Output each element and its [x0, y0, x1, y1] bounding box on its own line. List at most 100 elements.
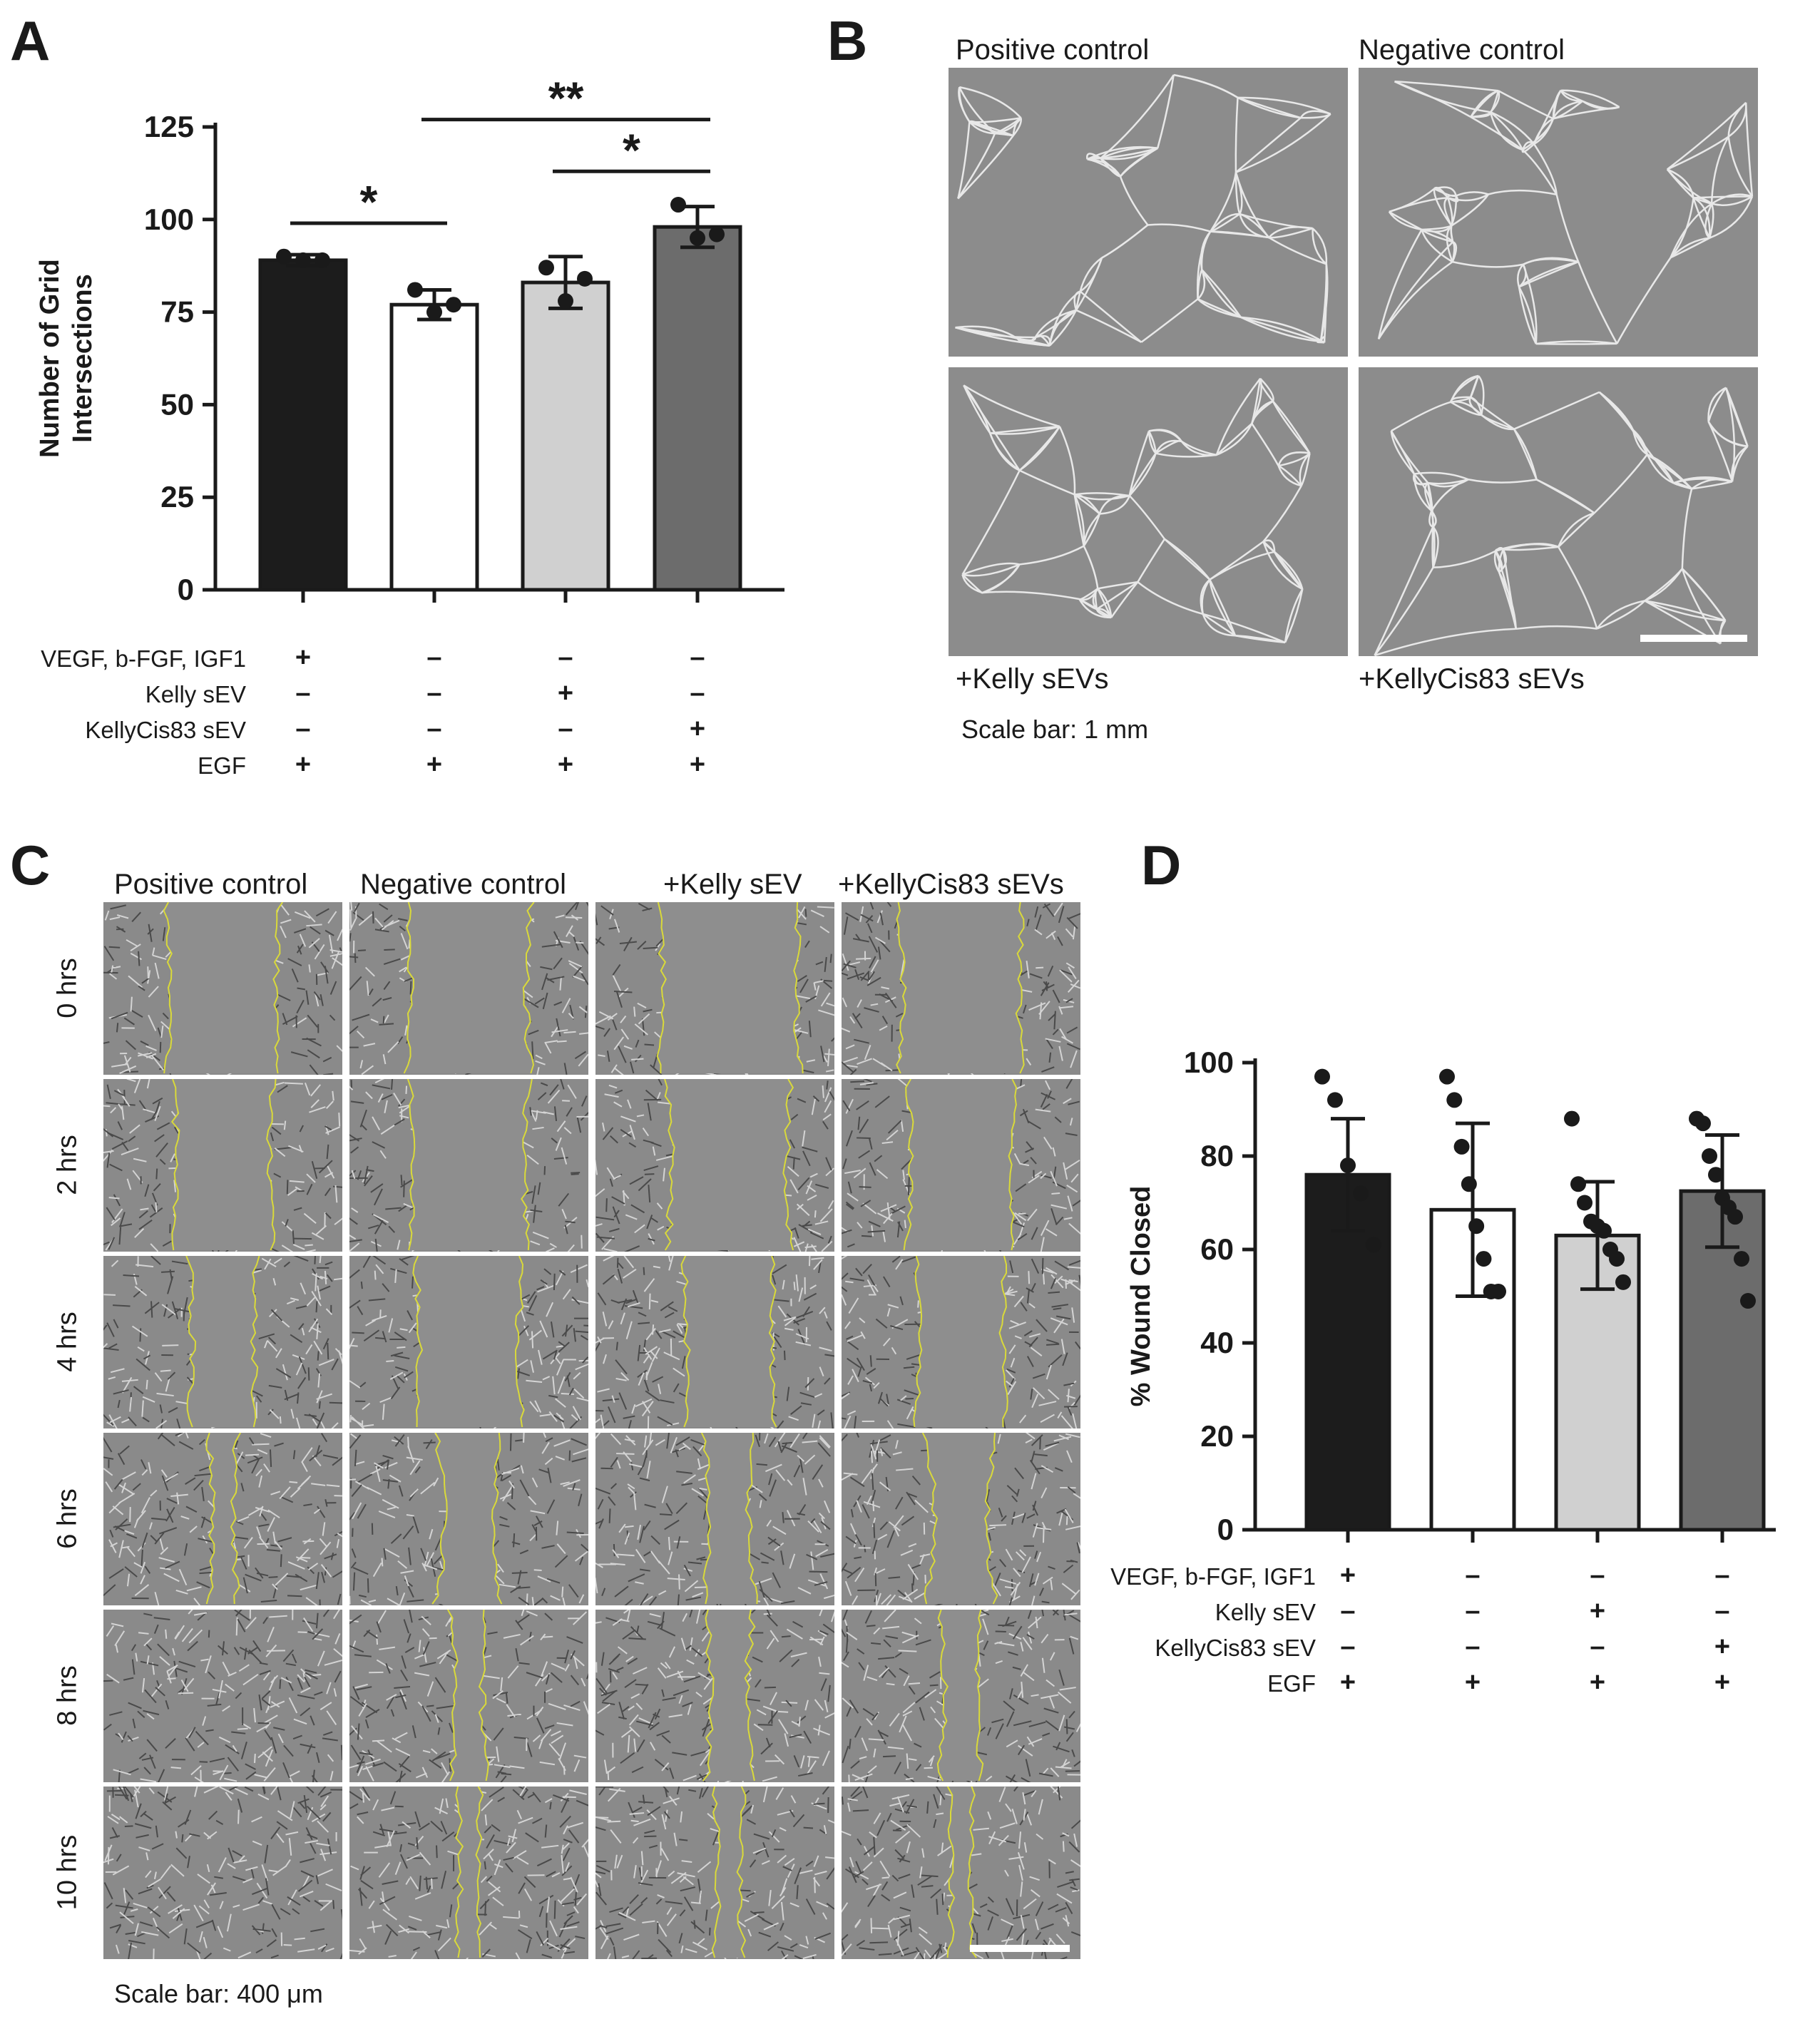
a-sig-label-1: **: [548, 73, 584, 124]
d-condition-mark-2-1: –: [1465, 1632, 1481, 1662]
wound-image-1-0: [103, 1079, 342, 1252]
d-condition-mark-0-2: –: [1590, 1560, 1605, 1590]
wound-image-5-2: [595, 1787, 834, 1959]
wound-grid-c: 0 hrs 2 hrs 4 hrs 6 hrs 8 hrs 10 hrs: [53, 902, 1088, 1972]
a-point-0-1: [295, 252, 311, 268]
d-point-2-1: [1570, 1176, 1586, 1192]
micrograph-b-negative: [1359, 68, 1758, 357]
wound-image-3-0: [103, 1433, 342, 1605]
wound-image-4-1: [349, 1610, 588, 1782]
a-condition-mark-3-1: +: [426, 750, 443, 780]
d-condition-mark-1-3: –: [1714, 1596, 1730, 1626]
panel-letter-a: A: [10, 9, 51, 72]
d-condition-mark-1-0: –: [1340, 1596, 1356, 1626]
d-point-0-2: [1340, 1157, 1356, 1174]
d-point-3-2: [1702, 1148, 1717, 1164]
a-ylabel-line-0: Number of Grid: [35, 259, 65, 458]
d-point-2-8: [1615, 1274, 1631, 1290]
d-condition-mark-1-1: –: [1465, 1596, 1481, 1626]
a-sig-label-0: *: [360, 176, 378, 228]
a-point-2-0: [538, 260, 554, 276]
a-point-0-2: [315, 252, 330, 268]
wound-image-1-1: [349, 1079, 588, 1252]
a-condition-label-1: Kelly sEV: [145, 681, 246, 707]
d-point-2-0: [1564, 1110, 1580, 1127]
d-condition-mark-3-0: +: [1339, 1667, 1356, 1697]
wound-image-5-0: [103, 1787, 342, 1959]
d-condition-label-0: VEGF, b-FGF, IGF1: [1110, 1563, 1316, 1590]
d-point-3-8: [1740, 1293, 1756, 1309]
d-point-3-6: [1727, 1209, 1743, 1225]
d-point-3-3: [1708, 1167, 1724, 1183]
a-point-3-1: [690, 230, 705, 246]
d-point-2-5: [1596, 1222, 1612, 1239]
c-row-label-3: 6 hrs: [52, 1488, 83, 1549]
a-condition-label-0: VEGF, b-FGF, IGF1: [41, 645, 246, 672]
a-point-0-0: [276, 248, 292, 265]
d-point-3-1: [1695, 1115, 1711, 1132]
c-col-positive-control: Positive control: [114, 869, 308, 900]
d-ytick-label-4: 80: [1200, 1139, 1234, 1172]
d-ytick-label-5: 100: [1184, 1046, 1234, 1079]
c-row-label-2: 4 hrs: [52, 1312, 83, 1372]
wound-image-1-3: [842, 1079, 1080, 1252]
a-ytick-label-2: 50: [160, 387, 194, 421]
a-point-1-2: [446, 297, 461, 313]
d-ytick-label-3: 60: [1200, 1232, 1234, 1266]
a-condition-mark-0-3: –: [690, 643, 705, 673]
b-scale-label: Scale bar: 1 mm: [961, 715, 1149, 744]
d-ytick-label-0: 0: [1217, 1513, 1234, 1546]
a-point-2-1: [558, 293, 573, 310]
wound-image-3-1: [349, 1433, 588, 1605]
d-condition-mark-0-0: +: [1339, 1560, 1356, 1590]
wound-image-5-1: [349, 1787, 588, 1959]
d-condition-mark-0-1: –: [1465, 1560, 1481, 1590]
d-point-0-3: [1353, 1185, 1369, 1202]
a-condition-mark-0-0: +: [295, 643, 312, 673]
wound-image-0-1: [349, 902, 588, 1075]
panel-letter-b: B: [827, 9, 868, 72]
d-point-1-3: [1461, 1176, 1477, 1192]
a-condition-mark-1-0: –: [295, 678, 311, 708]
d-point-2-7: [1609, 1251, 1625, 1267]
wound-image-2-2: [595, 1256, 834, 1428]
wound-image-2-1: [349, 1256, 588, 1428]
c-row-label-5: 10 hrs: [52, 1834, 83, 1911]
wound-image-4-0: [103, 1610, 342, 1782]
a-point-1-0: [407, 282, 423, 298]
a-ylabel-line-1: Intersections: [68, 274, 98, 443]
d-condition-mark-3-1: +: [1464, 1667, 1481, 1697]
c-scale-label: Scale bar: 400 μm: [114, 1979, 323, 2008]
d-point-2-2: [1577, 1195, 1592, 1211]
a-ytick-label-5: 125: [144, 110, 194, 143]
c-col-kelly: +Kelly sEV: [663, 869, 802, 900]
a-point-3-0: [670, 197, 686, 213]
a-condition-mark-2-3: +: [689, 714, 706, 744]
d-condition-label-2: KellyCis83 sEV: [1155, 1635, 1316, 1661]
wound-image-3-3: [842, 1433, 1080, 1605]
d-condition-mark-0-3: –: [1714, 1560, 1730, 1590]
a-ytick-label-1: 25: [160, 480, 194, 513]
wound-image-4-3: [842, 1610, 1080, 1782]
panel-letter-d: D: [1141, 834, 1182, 896]
a-point-2-2: [577, 270, 593, 287]
c-col-negative-control: Negative control: [360, 869, 567, 900]
a-bar-1: [389, 302, 479, 592]
a-ytick-label-0: 0: [178, 573, 194, 606]
d-point-1-7: [1491, 1283, 1506, 1299]
d-point-1-4: [1468, 1218, 1485, 1235]
d-point-1-0: [1439, 1068, 1455, 1085]
wound-image-2-3: [842, 1256, 1080, 1428]
wound-image-0-2: [595, 902, 834, 1075]
scale-bar-b: [1640, 635, 1747, 642]
a-ytick-label-4: 100: [144, 203, 194, 236]
c-col-kellycis83: +KellyCis83 sEVs: [838, 869, 1064, 900]
a-condition-mark-3-3: +: [689, 750, 706, 780]
panel-b: Positive control Negative control +Kelly…: [927, 29, 1762, 756]
d-point-3-7: [1734, 1251, 1749, 1267]
d-point-1-1: [1446, 1092, 1463, 1108]
a-point-1-1: [426, 304, 442, 320]
d-condition-label-3: EGF: [1267, 1670, 1316, 1697]
panel-letter-c: C: [10, 834, 51, 896]
d-point-0-0: [1314, 1068, 1330, 1085]
